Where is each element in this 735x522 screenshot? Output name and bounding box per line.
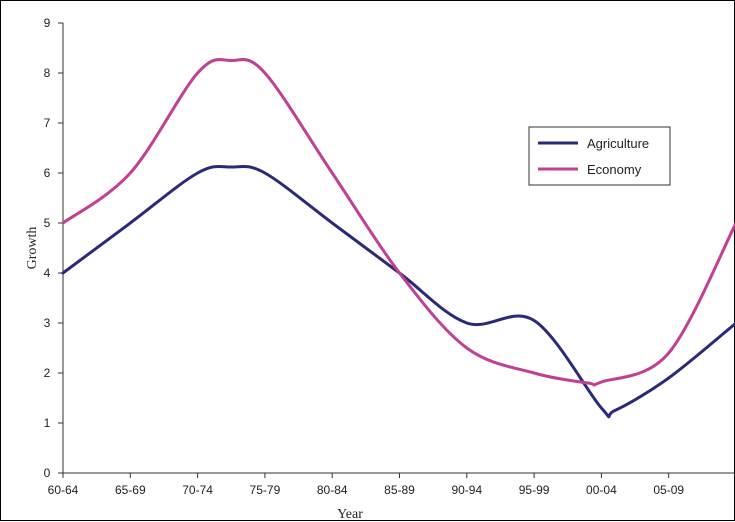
- y-tick-label: 5: [44, 216, 51, 230]
- y-tick-label: 6: [44, 166, 51, 180]
- x-tick-label: 75-79: [250, 483, 281, 497]
- legend-label-economy: Economy: [587, 162, 642, 177]
- x-tick-label: 60-64: [48, 483, 79, 497]
- x-tick-label: 65-69: [115, 483, 146, 497]
- legend: Agriculture Economy: [528, 126, 671, 186]
- y-tick-label: 0: [44, 466, 51, 480]
- y-axis-title: Growth: [25, 227, 40, 270]
- y-tick-label: 2: [44, 366, 51, 380]
- y-ticks: 0 1 2 3 4 5 6 7 8 9: [44, 16, 63, 480]
- y-tick-label: 4: [44, 266, 51, 280]
- y-tick-label: 7: [44, 116, 51, 130]
- series-line-agriculture: [61, 164, 735, 419]
- x-tick-label: 05-09: [653, 483, 684, 497]
- series-lines: [61, 58, 735, 419]
- x-axis-title: Year: [337, 507, 363, 522]
- y-tick-label: 8: [44, 66, 51, 80]
- x-tick-label: 80-84: [317, 483, 348, 497]
- x-tick-label: 85-89: [384, 483, 415, 497]
- x-tick-label: 70-74: [182, 483, 213, 497]
- y-tick-label: 9: [44, 16, 51, 30]
- x-ticks: 60-64 65-69 70-74 75-79 80-84 85-89 90-94 95-99…: [48, 473, 684, 497]
- x-tick-label: 90-94: [451, 483, 482, 497]
- series-line-economy: [61, 58, 735, 387]
- x-tick-label: 00-04: [586, 483, 617, 497]
- legend-box: [528, 126, 671, 186]
- y-tick-label: 1: [44, 416, 51, 430]
- y-tick-label: 3: [44, 316, 51, 330]
- x-tick-label: 95-99: [519, 483, 550, 497]
- legend-label-agriculture: Agriculture: [587, 136, 649, 151]
